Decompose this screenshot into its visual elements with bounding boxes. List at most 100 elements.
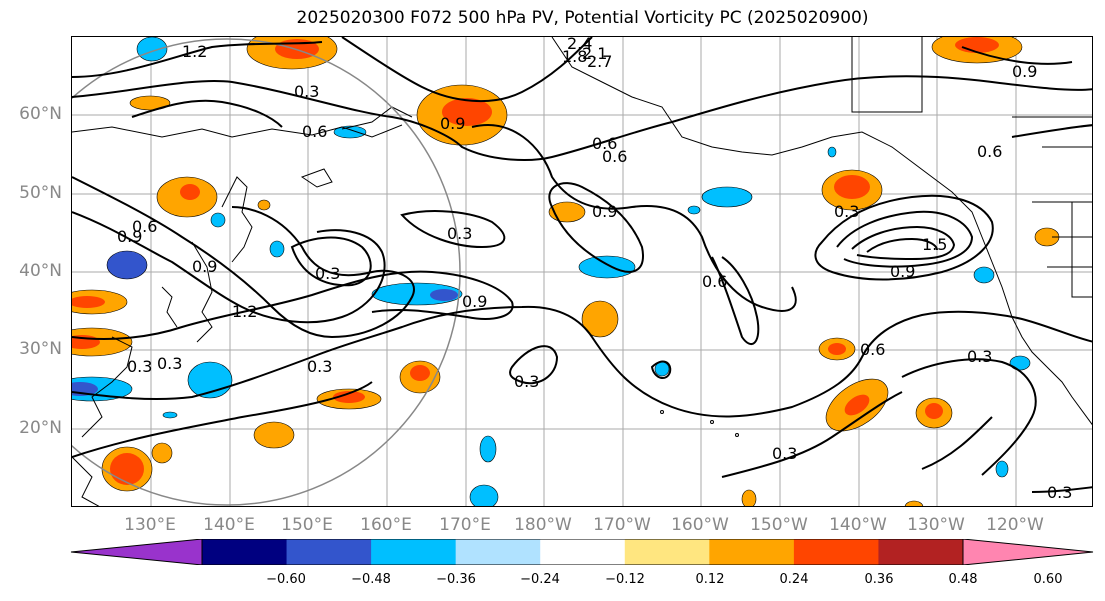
contour-label: 2.1: [582, 44, 607, 63]
lat-label-30n: 30°N: [19, 339, 62, 359]
contour-label: 0.3: [127, 357, 152, 376]
colorbar-cell: [202, 539, 288, 565]
contour-label: 1.2: [182, 42, 207, 61]
contour-label: 0.3: [307, 357, 332, 376]
shade-blob: [333, 391, 365, 403]
shade-blob: [151, 442, 173, 464]
colorbar-cell: [793, 539, 879, 565]
map-title: 2025020300 F072 500 hPa PV, Potential Vo…: [296, 8, 869, 28]
lon-label-170e: 170°E: [439, 515, 491, 535]
map-panel: 1.2 0.3 2.4 2.1 1.8 2.7 0.9 0.6 0.9 0.6 …: [71, 36, 1093, 507]
colorbar-tick: 0.12: [695, 572, 725, 587]
shade-blob: [257, 199, 271, 211]
contour-label: 0.9: [462, 292, 487, 311]
lon-label-150w: 150°W: [750, 515, 808, 535]
contour-label: 1.8: [562, 47, 587, 66]
shade-blob: [469, 484, 499, 506]
shade-blob: [430, 289, 458, 301]
contour-label: 0.3: [157, 354, 182, 373]
contour-label: 1.2: [232, 302, 257, 321]
lat-label-20n: 20°N: [19, 418, 62, 438]
colorbar-tick: 0.24: [779, 572, 809, 587]
colorbar-tick: 0.48: [948, 572, 978, 587]
shade-blob: [687, 205, 701, 215]
lat-label-60n: 60°N: [19, 104, 62, 124]
colorbar-cell: [371, 539, 457, 565]
shade-blob: [834, 175, 870, 199]
shade-blob: [701, 186, 753, 208]
shade-blob: [442, 98, 492, 126]
pv-shading: [72, 37, 1060, 506]
shade-blob: [106, 250, 148, 280]
shade-blob: [269, 240, 285, 258]
colorbar-tick: −0.36: [436, 572, 476, 587]
contour-label: 0.3: [514, 372, 539, 391]
colorbar-tick: 0.60: [1033, 572, 1063, 587]
contour-label: 0.9: [890, 262, 915, 281]
coastlines: [72, 37, 1092, 506]
shade-blob: [180, 184, 200, 200]
contour-label: 0.9: [192, 257, 217, 276]
lat-label-40n: 40°N: [19, 261, 62, 281]
lon-label-180w: 180°W: [514, 515, 572, 535]
map-canvas: 1.2 0.3 2.4 2.1 1.8 2.7 0.9 0.6 0.9 0.6 …: [72, 37, 1092, 506]
contour-label: 0.9: [117, 227, 142, 246]
lon-label-160w: 160°W: [671, 515, 729, 535]
contour-label: 0.3: [447, 224, 472, 243]
pv-contours: [72, 37, 1092, 493]
contour-label: 2.7: [587, 52, 612, 71]
shade-blob: [581, 300, 619, 338]
shade-blob: [844, 394, 870, 416]
contour-label: 0.3: [294, 82, 319, 101]
contour-label: 0.6: [602, 147, 627, 166]
shade-blob: [210, 212, 226, 228]
shade-blob: [253, 421, 295, 449]
shade-blob: [72, 296, 105, 308]
colorbar-cell: [624, 539, 710, 565]
contour-label: 0.6: [302, 122, 327, 141]
shade-blob: [72, 327, 133, 357]
lon-label-160e: 160°E: [360, 515, 412, 535]
colorbar-tick: −0.12: [605, 572, 645, 587]
colorbar-extend-high: [963, 539, 1093, 565]
shade-blob: [162, 411, 178, 419]
lon-label-120w: 120°W: [986, 515, 1044, 535]
colorbar-cell: [709, 539, 795, 565]
contour-label: 0.6: [132, 217, 157, 236]
contour-label: 0.3: [772, 444, 797, 463]
shade-blob: [479, 435, 497, 463]
contour-labels: 1.2 0.3 2.4 2.1 1.8 2.7 0.9 0.6 0.9 0.6 …: [117, 37, 1072, 502]
shade-blob: [955, 37, 999, 53]
shade-blob: [578, 255, 636, 279]
shade-blob: [995, 460, 1009, 478]
colorbar: [70, 539, 1094, 565]
contour-label: 0.9: [592, 202, 617, 221]
shade-blob: [973, 266, 995, 284]
shade-blob: [129, 95, 171, 111]
shade-blob: [410, 365, 430, 381]
shade-blob: [828, 343, 846, 355]
contour-label: 0.6: [702, 272, 727, 291]
contour-label: 0.6: [977, 142, 1002, 161]
contour-label: 0.3: [315, 264, 340, 283]
colorbar-cell: [286, 539, 372, 565]
lon-label-130e: 130°E: [124, 515, 176, 535]
contour-label: 0.9: [1012, 62, 1037, 81]
contour-label: 0.6: [860, 340, 885, 359]
colorbar-cell: [455, 539, 541, 565]
shade-blob: [741, 489, 757, 506]
shade-blob: [136, 37, 168, 62]
contour-label: 0.6: [592, 134, 617, 153]
contour-label: 0.3: [967, 347, 992, 366]
lon-label-140w: 140°W: [829, 515, 887, 535]
colorbar-cell: [540, 539, 626, 565]
colorbar-tick: 0.36: [864, 572, 894, 587]
contour-label: 0.3: [834, 202, 859, 221]
lat-label-50n: 50°N: [19, 183, 62, 203]
contour-label: 0.9: [440, 114, 465, 133]
shade-blob: [548, 201, 586, 223]
lon-label-150e: 150°E: [281, 515, 333, 535]
colorbar-tick: −0.48: [351, 572, 391, 587]
lon-label-140e: 140°E: [203, 515, 255, 535]
shade-blob: [110, 453, 144, 485]
